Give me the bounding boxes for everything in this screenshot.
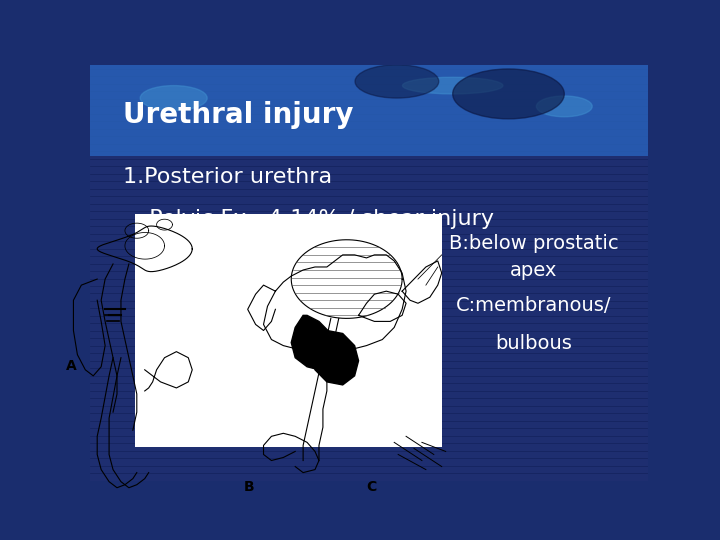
Ellipse shape: [140, 85, 207, 111]
Bar: [135, 214, 441, 447]
Ellipse shape: [453, 69, 564, 119]
Text: A: A: [66, 359, 76, 373]
Text: apex: apex: [510, 261, 557, 280]
Text: 1.Posterior urethra: 1.Posterior urethra: [124, 167, 333, 187]
Text: Urethral injury: Urethral injury: [124, 100, 354, 129]
Text: C: C: [366, 480, 377, 494]
Ellipse shape: [355, 65, 438, 98]
Bar: [90, 65, 648, 156]
Polygon shape: [291, 315, 335, 370]
Text: B: B: [243, 480, 254, 494]
Text: Pelvic Fx.: 4-14% / shear injury: Pelvic Fx.: 4-14% / shear injury: [135, 208, 494, 228]
Polygon shape: [311, 330, 359, 385]
Ellipse shape: [536, 96, 592, 117]
Text: C:membranous/: C:membranous/: [456, 296, 611, 315]
Ellipse shape: [402, 77, 503, 94]
Text: bulbous: bulbous: [495, 334, 572, 353]
Text: B:below prostatic: B:below prostatic: [449, 234, 618, 253]
